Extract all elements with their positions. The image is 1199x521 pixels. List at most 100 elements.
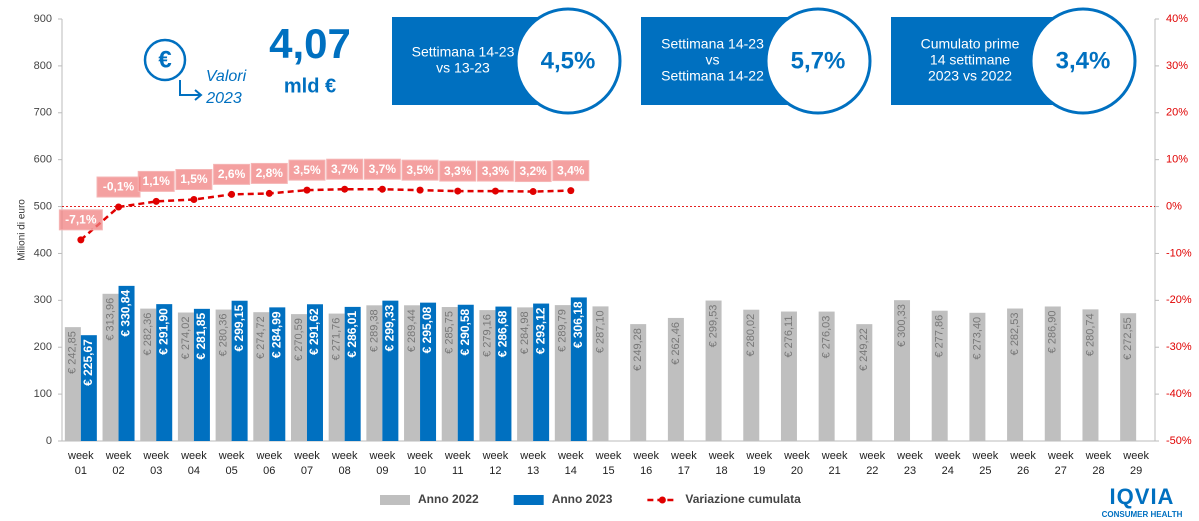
bar [630, 324, 647, 441]
x-tick-label: week 16 [632, 450, 659, 477]
bar [64, 327, 81, 441]
bar-label: € 313,96 [104, 298, 116, 341]
x-tick-label-line: week [293, 450, 320, 462]
line-label: 3,4% [557, 163, 585, 177]
x-tick-label-line: 29 [1130, 465, 1142, 477]
x-tick-label-line: week [1122, 450, 1149, 462]
y2-tick-label: -10% [1166, 247, 1192, 259]
bar [382, 300, 399, 441]
info-value: 5,7% [791, 47, 846, 74]
bar [667, 317, 684, 441]
info-text: Settimana 14-23 [661, 36, 764, 52]
x-tick-label: week 29 [1122, 450, 1149, 477]
bar-label: € 299,33 [383, 304, 397, 351]
x-tick-label-line: 10 [414, 465, 426, 477]
x-tick-label: week 20 [783, 450, 810, 477]
bar [554, 305, 571, 441]
y2-tick-label: -30% [1166, 341, 1192, 353]
x-tick-label: week 26 [1009, 450, 1036, 477]
x-tick-label-line: week [783, 450, 810, 462]
bar [592, 306, 609, 441]
bar-label: € 274,02 [180, 317, 192, 360]
bar-label: € 286,90 [1047, 310, 1059, 353]
x-tick-label-line: 06 [263, 465, 275, 477]
bar-label: € 276,03 [821, 316, 833, 359]
bar [231, 300, 248, 441]
bar-label: € 276,11 [783, 316, 795, 358]
bar-label: € 284,99 [269, 311, 283, 358]
bar-label: € 293,12 [533, 307, 547, 354]
bar-label: € 284,98 [519, 311, 531, 354]
x-tick-label-line: 17 [678, 465, 690, 477]
line [80, 187, 571, 241]
headline-value: 4,07 [269, 20, 351, 67]
x-tick-label-line: week [632, 450, 659, 462]
bar [306, 304, 323, 441]
bar [269, 307, 286, 441]
x-tick-label-line: week [369, 450, 396, 462]
y2-tick-label: 20% [1166, 107, 1188, 119]
x-tick-label-line: week [482, 450, 509, 462]
bar [856, 324, 873, 441]
legend-swatch [380, 495, 410, 505]
bar-label: € 249,28 [632, 328, 644, 371]
line-point [454, 187, 462, 195]
bar [495, 306, 512, 441]
line-point [567, 187, 575, 195]
x-tick-label-line: 24 [942, 465, 954, 477]
bar [366, 305, 383, 441]
x-tick-label-line: week [331, 450, 358, 462]
line-point [378, 185, 386, 193]
bar [457, 304, 474, 441]
bar [1082, 309, 1099, 441]
bar [1007, 308, 1024, 441]
bar [156, 304, 173, 441]
bar-label: € 271,76 [331, 318, 343, 361]
y-tick-label: 500 [34, 200, 52, 212]
line-point [190, 196, 198, 204]
line-label-box [250, 162, 288, 184]
line-point [115, 203, 123, 211]
bar-label: € 277,86 [934, 315, 946, 358]
bar [80, 335, 97, 441]
y-tick-label: 0 [46, 435, 52, 447]
x-tick-label: week 24 [934, 450, 961, 477]
bar [140, 308, 157, 441]
line-label: -0,1% [103, 180, 135, 194]
bar-label: € 282,53 [1009, 313, 1021, 356]
x-tick-label-line: week [142, 450, 169, 462]
line-label-box [58, 209, 103, 231]
x-tick-label-line: week [708, 450, 735, 462]
x-tick-label-line: 05 [225, 465, 237, 477]
bar [570, 297, 587, 441]
y-tick-label: 300 [34, 294, 52, 306]
info-value: 4,5% [541, 47, 596, 74]
bar [177, 312, 194, 441]
y-tick-label: 800 [34, 60, 52, 72]
line-label-box [288, 159, 326, 181]
x-tick-label-line: week [218, 450, 245, 462]
legend-label: Variazione cumulata [685, 492, 801, 506]
y-tick-label: 200 [34, 341, 52, 353]
caption: 2023 [205, 90, 242, 107]
x-tick-label: week 08 [331, 450, 358, 477]
bar [118, 285, 135, 441]
bar [479, 310, 496, 441]
line-label: 3,2% [519, 164, 547, 178]
x-tick-label: week 25 [972, 450, 999, 477]
bar-label: € 330,84 [119, 290, 133, 337]
x-tick-label-line: 01 [75, 465, 87, 477]
bar-label: € 306,18 [571, 301, 585, 348]
x-tick-label-line: 21 [829, 465, 841, 477]
info-text: vs [706, 52, 720, 68]
x-tick-label: week 06 [255, 450, 282, 477]
x-tick-label: week 11 [444, 450, 471, 477]
x-tick-label: week 14 [557, 450, 584, 477]
line-point [77, 236, 85, 244]
bar-label: € 291,62 [307, 308, 321, 355]
x-tick-label-line: week [557, 450, 584, 462]
y-tick-label: 600 [34, 154, 52, 166]
line-point [152, 197, 160, 205]
bar [1044, 306, 1061, 441]
info-text: Settimana 14-22 [661, 68, 764, 84]
